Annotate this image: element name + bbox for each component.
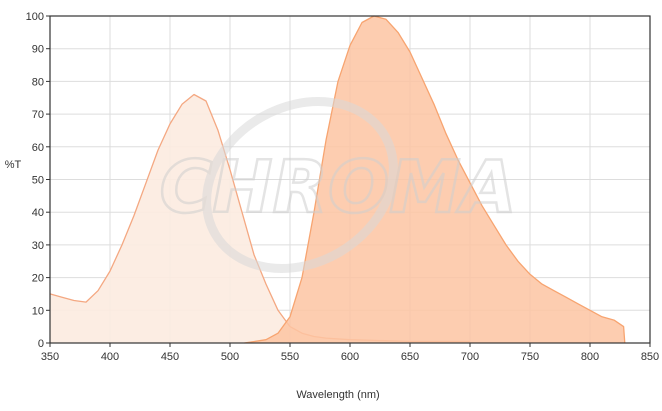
- y-tick-label: 90: [32, 44, 44, 56]
- x-tick-label: 500: [221, 351, 239, 363]
- x-tick-label: 600: [341, 351, 359, 363]
- series-2: [244, 15, 626, 344]
- axes: 350 400 450 500 550 600 650 700 750 800 850 0 10 20 30…: [26, 11, 660, 363]
- x-tick-label: 650: [401, 351, 419, 363]
- y-tick-label: 40: [32, 207, 44, 219]
- y-tick-label: 20: [32, 273, 44, 285]
- series-2-area: [244, 16, 625, 343]
- series-2-line: [244, 15, 626, 344]
- x-tick-label: 550: [281, 351, 299, 363]
- watermark-swoosh: [202, 97, 398, 273]
- plot-border: [49, 15, 651, 344]
- y-tick-label: 60: [32, 142, 44, 154]
- series-1-area: [50, 94, 470, 343]
- y-tick-label: 30: [32, 240, 44, 252]
- y-tick-label: 70: [32, 109, 44, 121]
- y-tick-label: 0: [38, 338, 44, 350]
- x-tick-label: 700: [461, 351, 479, 363]
- series-layer: [49, 15, 626, 344]
- x-tick-label: 850: [641, 351, 659, 363]
- x-tick-label: 750: [521, 351, 539, 363]
- x-tick-label: 400: [101, 351, 119, 363]
- y-axis-title: %T: [5, 159, 22, 171]
- y-tick-label: 50: [32, 175, 44, 187]
- x-axis-title: Wavelength (nm): [296, 389, 379, 401]
- chroma-watermark: CHROMA: [158, 97, 518, 273]
- x-tick-label: 450: [161, 351, 179, 363]
- watermark-text: CHROMA: [159, 145, 516, 229]
- x-tick-label: 350: [41, 351, 59, 363]
- x-tick-label: 800: [581, 351, 599, 363]
- y-tick-label: 100: [26, 11, 44, 23]
- y-tick-label: 80: [32, 76, 44, 88]
- y-tick-label: 10: [32, 305, 44, 317]
